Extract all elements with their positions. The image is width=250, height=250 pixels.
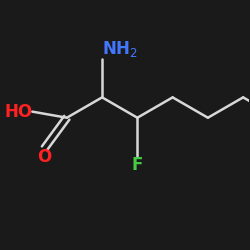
Text: O: O <box>37 148 52 166</box>
Text: NH$_2$: NH$_2$ <box>102 39 138 59</box>
Text: HO: HO <box>4 102 32 120</box>
Text: F: F <box>132 156 143 174</box>
